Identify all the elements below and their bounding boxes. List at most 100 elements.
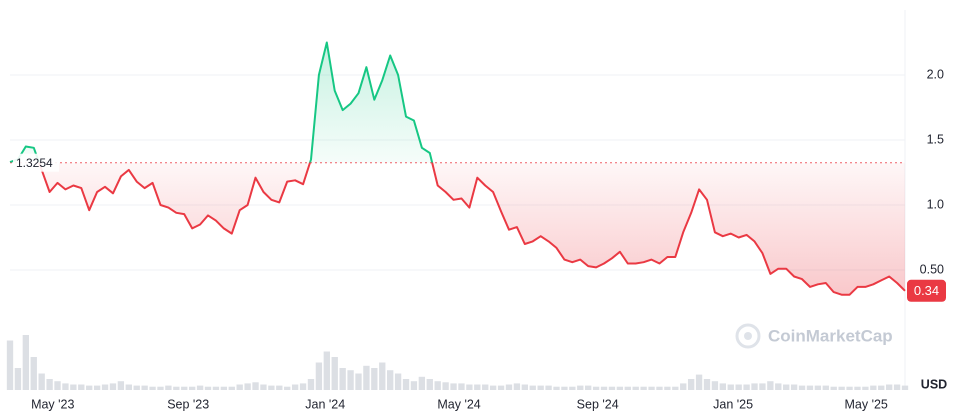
volume-bar [656, 386, 663, 390]
volume-bar [181, 386, 188, 390]
volume-bar [719, 383, 726, 390]
volume-bar [299, 383, 307, 390]
x-tick-label: May '23 [31, 397, 74, 411]
volume-bar [38, 373, 45, 390]
volume-bar [822, 385, 829, 390]
volume-bar [585, 385, 592, 390]
volume-bar [347, 370, 354, 390]
volume-bar [133, 385, 140, 390]
volume-bar [284, 386, 291, 390]
volume-bar [141, 385, 148, 390]
volume-bar [878, 385, 885, 390]
volume-bar [109, 383, 117, 390]
volume-bar [727, 384, 734, 390]
volume-bar [410, 381, 418, 390]
volume-bar [54, 381, 61, 390]
volume-bar [703, 379, 711, 390]
volume-bar [149, 386, 156, 390]
x-tick-label: Sep '23 [167, 397, 209, 411]
volume-bar [196, 385, 204, 390]
volume-bar [30, 357, 37, 390]
volume-bar [648, 386, 655, 390]
baseline-label-bg [13, 153, 59, 172]
volume-bar [870, 385, 877, 390]
volume-bar [687, 379, 695, 390]
volume-bar [854, 386, 861, 390]
volume-bar [101, 384, 109, 390]
volume-bar [70, 384, 77, 390]
volume-bar [458, 383, 465, 390]
volume-bar [78, 384, 85, 390]
y-tick-label: 1.0 [927, 197, 944, 211]
volume-bar [315, 362, 323, 390]
volume-bar [387, 370, 394, 390]
volume-bar [363, 365, 370, 390]
volume-bar [418, 376, 426, 390]
volume-bar [442, 382, 449, 390]
volume-bar [252, 382, 259, 390]
volume-bar [228, 386, 235, 390]
volume-bar [577, 385, 584, 390]
volume-bar [489, 385, 497, 390]
watermark: CoinMarketCap [768, 326, 893, 345]
volume-bar [276, 385, 283, 390]
volume-bar [323, 351, 330, 390]
baseline-label: 1.3254 [16, 156, 53, 170]
price-line [9, 41, 906, 296]
volume-bar [204, 386, 212, 390]
volume-bar [600, 386, 608, 390]
volume-bar [355, 373, 362, 390]
y-tick-label: 1.5 [927, 132, 944, 146]
volume-bar [426, 379, 433, 390]
volume-bar [244, 383, 251, 390]
volume-bar [632, 386, 639, 390]
volume-bar [608, 386, 616, 390]
x-tick-label: Jan '25 [713, 397, 753, 411]
volume-bar [790, 384, 798, 390]
volume-bar [569, 386, 576, 390]
volume-bar [545, 385, 552, 390]
volume-bar [672, 386, 679, 390]
volume-bar [814, 385, 822, 390]
volume-bar [592, 386, 600, 390]
volume-bar [624, 386, 631, 390]
volume-bar [93, 385, 101, 390]
volume-bar [885, 384, 893, 390]
volume-bar [482, 384, 489, 390]
volume-bar [529, 385, 536, 390]
volume-bar [307, 379, 315, 390]
volume-bar [117, 381, 125, 390]
volume-bar [846, 386, 853, 390]
volume-bar [62, 383, 69, 390]
volume-bar [664, 386, 671, 390]
y-tick-label: 0.50 [920, 262, 944, 276]
volume-bar [189, 386, 196, 390]
volume-bar [394, 373, 402, 390]
x-tick-label: May '24 [437, 397, 480, 411]
x-tick-label: Jan '24 [305, 397, 345, 411]
volume-bar [616, 386, 624, 390]
volume-bar [743, 384, 750, 390]
volume-bar [173, 386, 180, 390]
volume-bar [434, 381, 441, 390]
volume-bar [711, 381, 719, 390]
volume-bar [505, 384, 513, 390]
volume-bar [893, 384, 901, 390]
volume-bar [86, 385, 93, 390]
volume-bar [14, 368, 22, 390]
volume-bar [22, 335, 30, 390]
volume-bar [371, 368, 378, 390]
volume-bar [46, 379, 53, 390]
volume-bar [6, 340, 14, 390]
volume-bar [680, 383, 687, 390]
x-tick-label: May '25 [844, 397, 887, 411]
volume-bar [798, 385, 806, 390]
volume-bar [537, 385, 544, 390]
volume-bar [513, 383, 521, 390]
volume-bar [450, 383, 457, 390]
volume-bar [466, 384, 473, 390]
volume-bar [759, 383, 766, 390]
volume-bar [291, 384, 299, 390]
price-area [10, 42, 905, 295]
